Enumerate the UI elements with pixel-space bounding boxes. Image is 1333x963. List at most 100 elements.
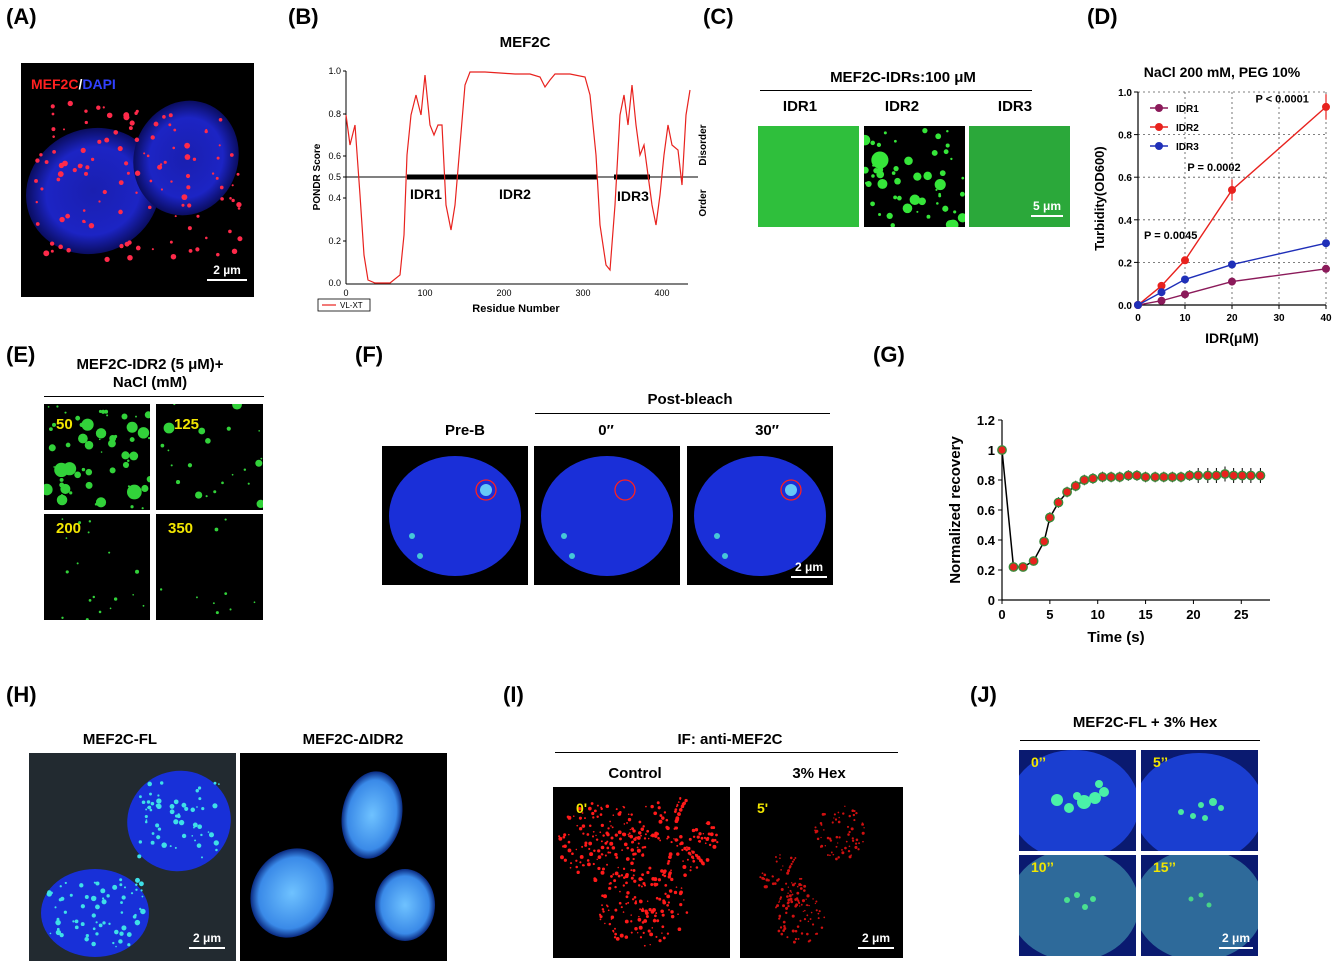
data-point — [1322, 264, 1330, 273]
red-puncta — [50, 249, 54, 253]
red-puncta — [846, 825, 850, 828]
red-puncta — [59, 216, 65, 223]
red-puncta — [196, 214, 200, 218]
droplet — [876, 142, 882, 148]
data-point — [1181, 275, 1189, 284]
red-puncta — [205, 236, 208, 240]
time-label: 5' — [757, 800, 769, 816]
red-puncta — [638, 925, 643, 930]
red-puncta — [666, 862, 670, 865]
red-puncta — [783, 925, 786, 928]
droplet — [49, 427, 53, 432]
cyan-puncta — [193, 826, 195, 829]
droplet — [198, 427, 206, 435]
cyan-puncta — [84, 936, 89, 942]
red-puncta — [787, 886, 790, 888]
red-puncta — [174, 215, 177, 218]
red-puncta — [600, 845, 605, 850]
red-puncta — [630, 813, 633, 816]
red-puncta — [783, 927, 787, 930]
droplet — [256, 499, 263, 509]
droplet — [130, 505, 134, 509]
droplet — [65, 442, 71, 448]
red-puncta — [791, 914, 795, 918]
red-puncta — [800, 903, 803, 906]
red-puncta — [163, 160, 167, 164]
cyan-puncta — [94, 896, 97, 899]
cyan-puncta — [140, 908, 146, 915]
red-puncta — [823, 916, 826, 919]
droplet — [81, 418, 94, 431]
red-puncta — [692, 859, 696, 863]
red-puncta — [588, 841, 593, 846]
panel-j-label: (J) — [970, 682, 997, 707]
red-puncta — [237, 236, 243, 242]
mef2c-legend: MEF2C — [31, 76, 79, 92]
x-tick-label: 10 — [1090, 607, 1104, 622]
red-puncta — [787, 904, 790, 908]
red-puncta — [654, 834, 658, 838]
x-tick-label: 5 — [1046, 607, 1053, 622]
red-puncta — [771, 882, 775, 886]
cyan-puncta — [91, 913, 96, 918]
droplet — [881, 154, 887, 161]
red-puncta — [861, 831, 865, 835]
red-puncta — [622, 805, 624, 808]
panel-e-rule — [44, 396, 264, 397]
red-puncta — [681, 848, 684, 852]
red-puncta — [674, 808, 678, 811]
red-puncta — [661, 925, 665, 929]
red-puncta — [803, 884, 807, 888]
red-puncta — [835, 857, 838, 861]
red-puncta — [575, 859, 578, 862]
data-point — [1070, 481, 1081, 491]
red-puncta — [632, 869, 636, 872]
red-puncta — [820, 926, 824, 929]
red-puncta — [123, 112, 130, 119]
red-puncta — [803, 889, 806, 892]
data-point — [1123, 470, 1134, 481]
droplet — [76, 562, 79, 565]
red-puncta — [623, 876, 626, 879]
red-puncta — [584, 843, 588, 847]
red-puncta — [623, 823, 626, 825]
y-tick-label: 0.4 — [977, 533, 996, 548]
data-point — [1106, 472, 1117, 482]
red-puncta — [858, 842, 861, 845]
red-puncta — [713, 846, 717, 849]
cyan-puncta — [138, 840, 142, 844]
cyan-puncta — [126, 932, 132, 937]
red-puncta — [602, 910, 605, 913]
red-puncta — [127, 254, 133, 261]
recovery-line — [1001, 449, 1261, 568]
droplet — [56, 405, 59, 408]
data-point — [1237, 470, 1248, 481]
red-puncta — [149, 179, 153, 183]
idr2-region-label: IDR2 — [499, 186, 531, 202]
red-puncta — [698, 832, 702, 836]
red-puncta — [713, 838, 717, 842]
red-puncta — [709, 832, 714, 837]
x-tick-label: 25 — [1234, 607, 1248, 622]
red-puncta — [598, 913, 602, 916]
red-puncta — [49, 241, 55, 246]
red-puncta — [104, 256, 110, 263]
red-puncta — [562, 845, 565, 848]
cyan-puncta — [173, 819, 179, 825]
droplet — [69, 491, 73, 495]
red-puncta — [52, 149, 56, 154]
droplet — [926, 214, 931, 219]
cyan-puncta — [59, 933, 64, 938]
droplet — [258, 430, 261, 432]
droplet — [108, 551, 111, 554]
red-puncta — [668, 872, 672, 877]
red-puncta — [98, 200, 101, 203]
cyan-puncta — [80, 904, 85, 909]
red-puncta — [779, 926, 783, 929]
red-puncta — [640, 908, 645, 913]
red-puncta — [853, 819, 856, 822]
red-puncta — [610, 915, 615, 920]
red-puncta — [570, 862, 573, 865]
cyan-puncta — [121, 895, 126, 900]
red-puncta — [619, 890, 621, 893]
